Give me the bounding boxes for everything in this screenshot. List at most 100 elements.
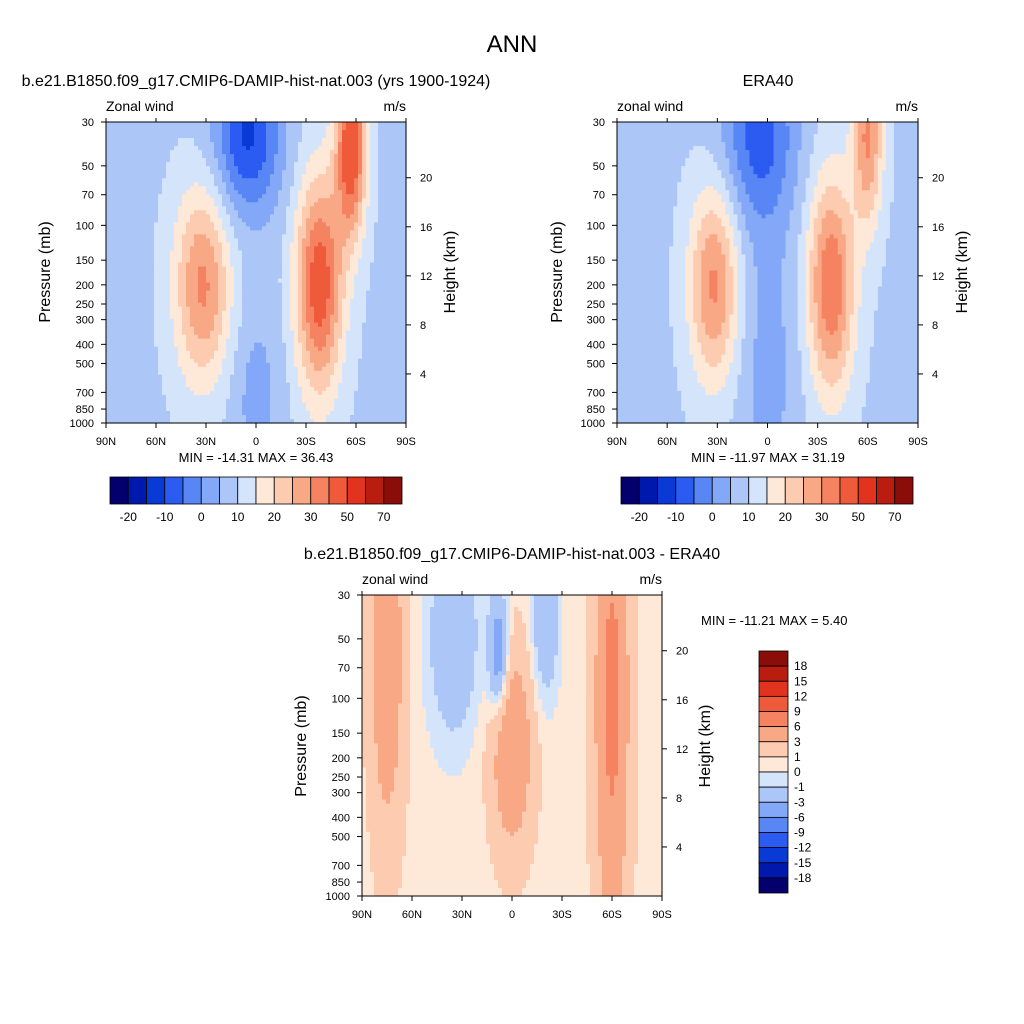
heatmap-cell (374, 194, 379, 199)
heatmap-cell (202, 158, 207, 163)
heatmap-cell (190, 310, 195, 316)
heatmap-cell (290, 182, 295, 187)
heatmap-cell (314, 246, 319, 252)
heatmap-cell (286, 286, 291, 292)
heatmap-cell (274, 174, 279, 179)
heatmap-cell (126, 270, 131, 276)
heatmap-cell (250, 194, 255, 199)
heatmap-cell (210, 346, 215, 352)
heatmap-cell (230, 198, 235, 203)
heatmap-cell (370, 218, 375, 223)
heatmap-cell (150, 238, 155, 243)
heatmap-cell (346, 214, 351, 219)
heatmap-cell (286, 270, 291, 276)
heatmap-cell (266, 186, 271, 191)
heatmap-cell (226, 330, 231, 336)
heatmap-cell (114, 362, 119, 368)
heatmap-cell (154, 242, 159, 248)
heatmap-cell (254, 210, 259, 215)
heatmap-cell (378, 134, 383, 139)
heatmap-cell (354, 366, 359, 372)
heatmap-cell (286, 358, 291, 364)
heatmap-cell (358, 126, 363, 131)
heatmap-cell (194, 354, 199, 360)
heatmap-cell (198, 298, 203, 304)
heatmap-cell (262, 150, 267, 155)
heatmap-cell (338, 378, 343, 384)
heatmap-cell (314, 202, 319, 207)
heatmap-cell (354, 258, 359, 264)
heatmap-cell (398, 126, 403, 131)
heatmap-cell (150, 310, 155, 316)
heatmap-cell (170, 210, 175, 215)
heatmap-cell (178, 214, 183, 219)
heatmap-cell (178, 262, 183, 268)
heatmap-cell (202, 142, 207, 147)
heatmap-cell (230, 294, 235, 300)
heatmap-cell (142, 350, 147, 356)
heatmap-cell (190, 274, 195, 280)
heatmap-cell (210, 138, 215, 143)
heatmap-cell (182, 274, 187, 280)
heatmap-cell (186, 130, 191, 135)
heatmap-cell (290, 382, 295, 388)
heatmap-cell (226, 214, 231, 219)
heatmap-cell (346, 302, 351, 308)
heatmap-cell (350, 262, 355, 268)
heatmap-cell (222, 186, 227, 191)
heatmap-cell (346, 122, 351, 127)
heatmap-cell (318, 130, 323, 135)
heatmap-cell (390, 210, 395, 215)
heatmap-cell (390, 206, 395, 211)
heatmap-cell (310, 142, 315, 147)
heatmap-cell (254, 274, 259, 280)
heatmap-cell (350, 226, 355, 231)
heatmap-cell (118, 370, 123, 376)
heatmap-cell (266, 214, 271, 219)
heatmap-cell (162, 214, 167, 219)
heatmap-cell (222, 218, 227, 223)
heatmap-cell (234, 314, 239, 320)
heatmap-cell (210, 338, 215, 344)
heatmap-cell (150, 190, 155, 195)
heatmap-cell (306, 334, 311, 340)
heatmap-cell (210, 370, 215, 376)
heatmap-cell (278, 230, 283, 235)
heatmap-cell (330, 294, 335, 300)
heatmap-cell (354, 246, 359, 252)
heatmap-cell (274, 298, 279, 304)
heatmap-cell (190, 210, 195, 215)
heatmap-cell (118, 282, 123, 288)
heatmap-cell (302, 358, 307, 364)
heatmap-cell (342, 198, 347, 203)
heatmap-cell (122, 250, 127, 256)
heatmap-cell (238, 158, 243, 163)
heatmap-cell (338, 346, 343, 352)
heatmap-cell (194, 294, 199, 300)
heatmap-cell (274, 338, 279, 344)
heatmap-cell (222, 154, 227, 159)
heatmap-cell (302, 266, 307, 272)
heatmap-cell (286, 258, 291, 264)
heatmap-cell (266, 346, 271, 352)
heatmap-cell (374, 282, 379, 288)
heatmap-cell (298, 354, 303, 360)
heatmap-cell (286, 126, 291, 131)
heatmap-cell (306, 354, 311, 360)
heatmap-cell (286, 134, 291, 139)
heatmap-cell (222, 302, 227, 308)
heatmap-cell (142, 214, 147, 219)
heatmap-cell (190, 130, 195, 135)
heatmap-cell (202, 130, 207, 135)
heatmap-cell (262, 138, 267, 143)
heatmap-cell (222, 214, 227, 219)
heatmap-cell (254, 190, 259, 195)
heatmap-cell (366, 190, 371, 195)
heatmap-cell (258, 246, 263, 252)
heatmap-cell (274, 266, 279, 272)
heatmap-cell (186, 386, 191, 392)
heatmap-cell (286, 206, 291, 211)
heatmap-cell (298, 310, 303, 316)
heatmap-cell (106, 162, 111, 167)
heatmap-cell (210, 318, 215, 324)
